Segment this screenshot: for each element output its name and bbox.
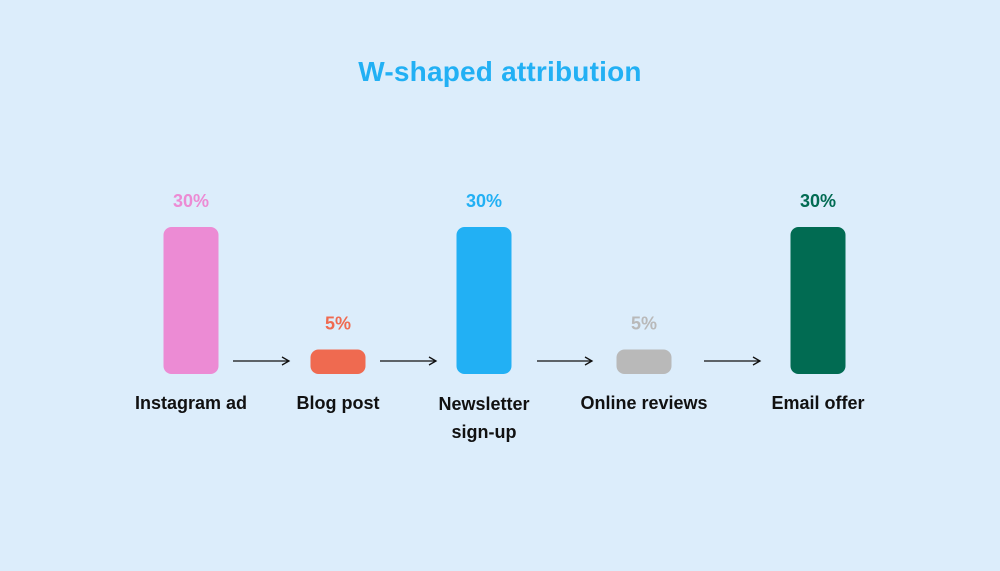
category-label-blog-post: Blog post — [297, 393, 380, 413]
bar-email-offer — [790, 227, 846, 374]
category-label-instagram-ad: Instagram ad — [135, 393, 247, 413]
category-label-line: sign-up — [452, 422, 517, 442]
category-label-line: Instagram ad — [135, 393, 247, 413]
category-label-email-offer: Email offer — [771, 393, 864, 413]
category-label-newsletter-sign-up: Newsletter sign-up — [438, 394, 529, 442]
bar-blog-post — [310, 349, 366, 374]
chart-title: W-shaped attribution — [358, 56, 642, 87]
category-label-line: Newsletter — [438, 394, 529, 414]
category-label-line: Blog post — [297, 393, 380, 413]
value-label-instagram-ad: 30% — [173, 191, 209, 211]
value-label-email-offer: 30% — [800, 191, 836, 211]
value-label-newsletter-sign-up: 30% — [466, 191, 502, 211]
bars-group — [163, 227, 846, 374]
category-label-line: Email offer — [771, 393, 864, 413]
labels-group: 30% Instagram ad 5% Blog post 30% Newsletter s… — [135, 191, 865, 442]
category-label-line: Online reviews — [580, 393, 707, 413]
value-label-blog-post: 5% — [325, 314, 351, 334]
bar-instagram-ad — [163, 227, 219, 374]
bar-newsletter-sign-up — [456, 227, 512, 374]
value-label-online-reviews: 5% — [631, 314, 657, 334]
category-label-online-reviews: Online reviews — [580, 393, 707, 413]
bar-online-reviews — [616, 349, 672, 374]
